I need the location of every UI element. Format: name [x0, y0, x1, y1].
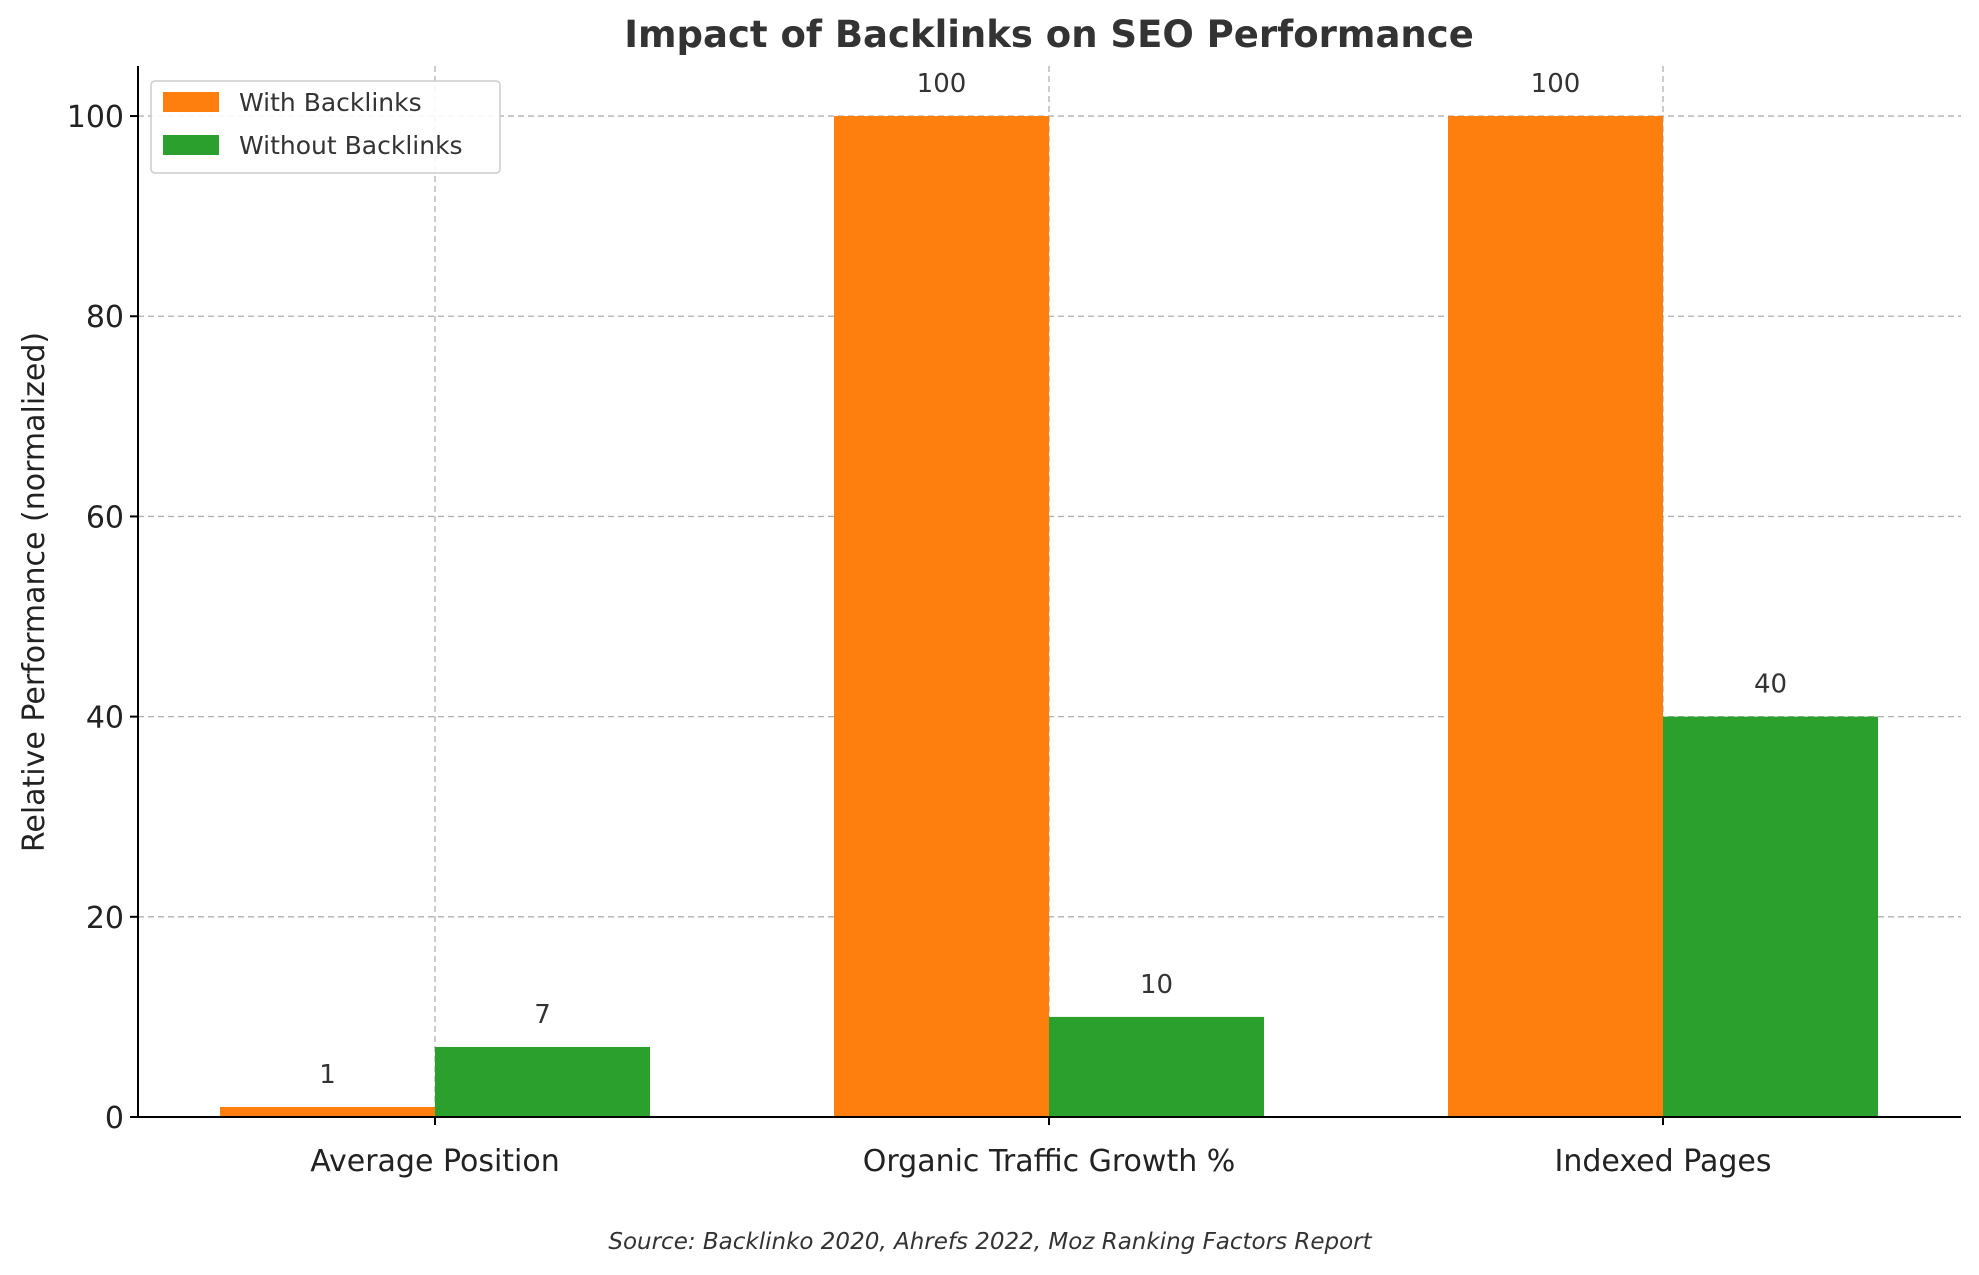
bar-with-backlinks-average-position: [220, 1106, 435, 1117]
y-tick-label: 0: [105, 1101, 124, 1136]
bar-without-backlinks-indexed-pages: [1663, 716, 1878, 1117]
y-tick-label: 60: [86, 500, 124, 535]
data-labels-layer: 1 100 100 7 10 40: [319, 69, 1787, 1090]
x-tick-label: Organic Traffic Growth %: [863, 1144, 1236, 1179]
bar-with-backlinks-indexed-pages: [1448, 116, 1663, 1118]
y-tick-label: 20: [86, 901, 124, 936]
data-label: 40: [1754, 670, 1787, 700]
legend-swatch-with-backlinks: [163, 92, 219, 112]
bar-without-backlinks-organic-traffic-growth: [1049, 1016, 1264, 1117]
x-tick-label: Indexed Pages: [1555, 1144, 1772, 1179]
bars-layer: [220, 116, 1878, 1118]
legend: With Backlinks Without Backlinks: [150, 80, 501, 174]
chart-title: Impact of Backlinks on SEO Performance: [624, 13, 1474, 56]
data-label: 100: [917, 69, 967, 99]
data-label: 100: [1531, 69, 1581, 99]
y-tick-label: 100: [67, 100, 124, 135]
y-tick-label: 40: [86, 701, 124, 736]
legend-label-without-backlinks: Without Backlinks: [239, 131, 463, 160]
source-note: Source: Backlinko 2020, Ahrefs 2022, Moz…: [608, 1229, 1372, 1255]
y-tick-label: 80: [86, 300, 124, 335]
data-label: 1: [319, 1060, 336, 1090]
x-tick-label: Average Position: [310, 1144, 560, 1179]
bar-without-backlinks-average-position: [435, 1046, 650, 1117]
data-label: 7: [534, 1000, 551, 1030]
legend-frame: [150, 80, 501, 174]
y-axis-label: Relative Performance (normalized): [17, 332, 52, 852]
axes-layer: 0 20 40 60 80 100 Average Position Organic Traf…: [67, 66, 1961, 1179]
legend-label-with-backlinks: With Backlinks: [239, 88, 422, 117]
data-label: 10: [1140, 970, 1173, 1000]
bar-with-backlinks-organic-traffic-growth: [834, 116, 1049, 1118]
legend-swatch-without-backlinks: [163, 135, 219, 155]
